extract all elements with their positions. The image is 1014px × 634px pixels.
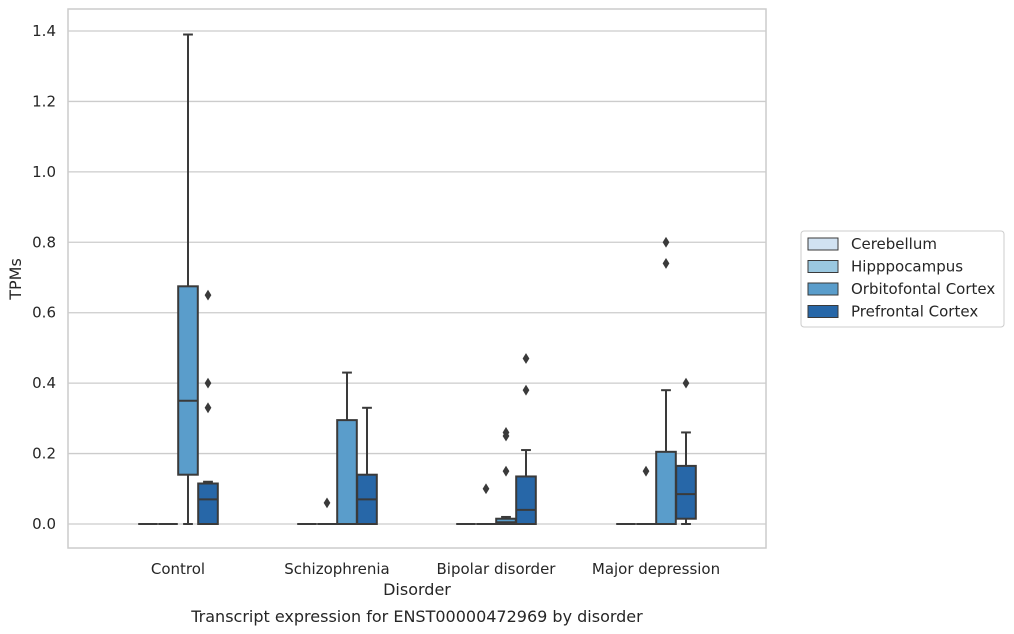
x-tick-label: Control [151, 560, 205, 578]
y-tick-label: 1.0 [32, 163, 56, 181]
outlier-point [522, 353, 530, 364]
legend-label: Cerebellum [851, 235, 937, 253]
outlier-point [482, 483, 490, 495]
box-body [655, 450, 677, 525]
outlier-point [662, 236, 670, 248]
x-tick-label: Schizophrenia [284, 560, 389, 578]
grid-lines [68, 30, 766, 525]
box-prefrontal-cortex [675, 377, 697, 525]
y-tick-label: 1.4 [32, 22, 56, 40]
outlier-point [204, 289, 212, 301]
y-tick-labels: 0.0 0.2 0.4 0.6 0.8 1.0 1.2 1.4 [32, 22, 56, 533]
box-hipppocampus [317, 497, 337, 525]
y-tick-label: 0.6 [32, 304, 56, 322]
legend: Cerebellum Hipppocampus Orbitofontal Corte… [800, 230, 1005, 328]
box-body [675, 464, 697, 520]
outlier-point [323, 497, 331, 509]
box-orbitofontal-cortex [177, 33, 199, 525]
x-axis-title: Disorder [383, 580, 451, 599]
outlier-point [682, 377, 690, 389]
legend-swatch [807, 260, 839, 273]
box-hipppocampus [636, 465, 656, 525]
plot-area-frame [67, 8, 767, 549]
legend-label: Hipppocampus [851, 258, 963, 276]
outlier-point [522, 384, 530, 396]
legend-swatch [807, 305, 839, 318]
legend-label: Orbitofontal Cortex [851, 280, 995, 298]
y-axis-title: TPMs [6, 258, 25, 301]
box-body [197, 482, 219, 525]
legend-swatch [807, 282, 839, 296]
box-hipppocampus [476, 483, 496, 525]
outlier-point [502, 427, 510, 438]
x-tick-labels: Control Schizophrenia Bipolar disorder Majo… [151, 560, 720, 578]
box-prefrontal-cortex [197, 289, 219, 525]
box-orbitofontal-cortex [336, 371, 358, 525]
y-tick-label: 0.4 [32, 374, 56, 392]
outlier-point [642, 465, 650, 477]
y-tick-label: 0.2 [32, 445, 56, 463]
outlier-point [662, 258, 670, 269]
box-body [177, 285, 199, 476]
outlier-point [502, 465, 510, 477]
box-prefrontal-cortex [515, 353, 537, 526]
box-orbitofontal-cortex [655, 236, 677, 525]
y-tick-label: 0.0 [32, 515, 56, 533]
legend-frame [800, 230, 1005, 328]
y-tick-label: 0.8 [32, 233, 56, 251]
box-body [515, 475, 537, 526]
chart-title: Transcript expression for ENST0000047296… [190, 607, 643, 626]
boxes [138, 33, 697, 526]
y-tick-label: 1.2 [32, 92, 56, 110]
box-prefrontal-cortex [356, 406, 378, 526]
x-tick-label: Major depression [592, 560, 720, 578]
outlier-point [204, 402, 212, 414]
box-body [336, 419, 358, 525]
legend-swatch [807, 237, 839, 251]
box-orbitofontal-cortex [495, 427, 517, 525]
outlier-point [204, 377, 212, 389]
legend-label: Prefrontal Cortex [851, 303, 978, 321]
x-tick-label: Bipolar disorder [437, 560, 557, 578]
